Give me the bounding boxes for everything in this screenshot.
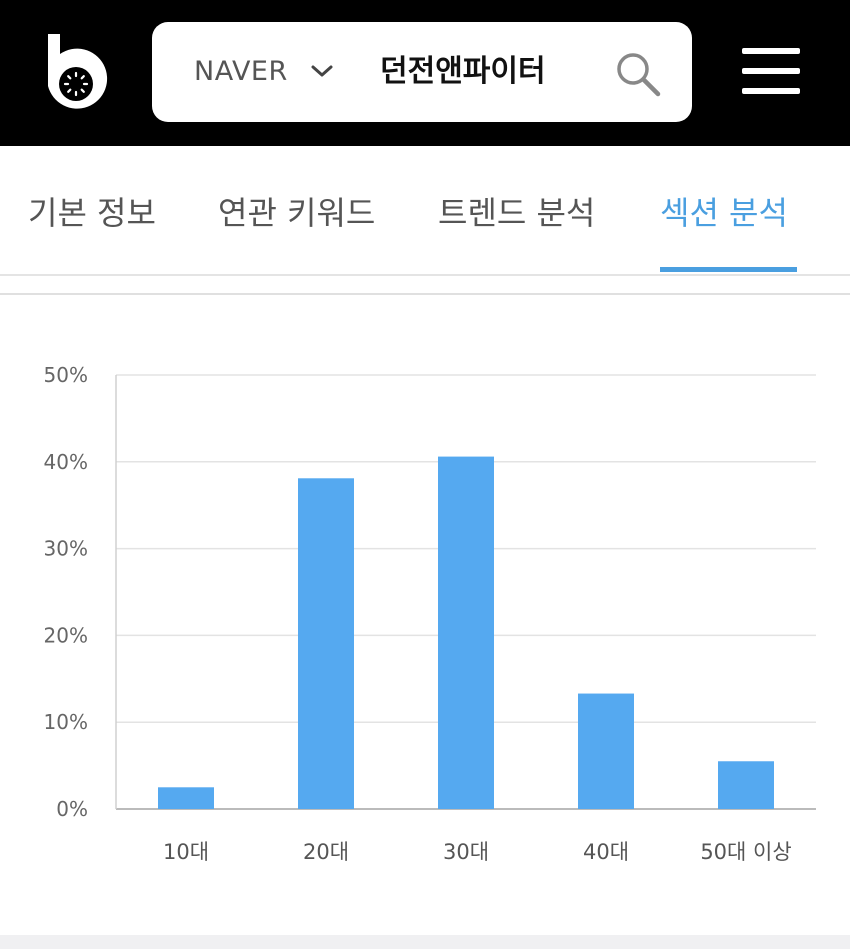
hamburger-menu-icon[interactable] [742, 48, 800, 98]
tab-basic-info[interactable]: 기본 정보 [28, 194, 156, 232]
y-tick-label: 40% [44, 450, 88, 474]
x-tick-label: 20대 [303, 840, 349, 864]
y-tick-label: 10% [44, 710, 88, 734]
top-bar: NAVER 던전앤파이터 [0, 0, 850, 146]
tabs-divider [0, 274, 850, 276]
y-tick-label: 20% [44, 623, 88, 647]
x-tick-label: 30대 [443, 840, 489, 864]
active-tab-indicator [660, 267, 797, 272]
bar [158, 787, 214, 809]
y-tick-label: 0% [56, 797, 88, 821]
y-tick-label: 50% [44, 363, 88, 387]
bar [298, 478, 354, 809]
chevron-down-icon[interactable] [310, 60, 334, 82]
x-tick-label: 10대 [163, 840, 209, 864]
search-engine-selector[interactable]: NAVER [194, 56, 288, 87]
search-query[interactable]: 던전앤파이터 [380, 54, 546, 89]
x-tick-label: 40대 [583, 840, 629, 864]
section-gap [0, 276, 850, 294]
x-tick-label: 50대 이상 [700, 840, 791, 864]
footer-strip [0, 935, 850, 949]
tab-bar: 기본 정보 연관 키워드 트렌드 분석 섹션 분석 [0, 146, 850, 276]
b-logo-icon[interactable] [40, 30, 112, 116]
age-distribution-chart: 0% 10% 20% 30% 40% 50% 10대 20대 30대 40대 50대 이상 [0, 295, 850, 935]
bar [578, 693, 634, 809]
tab-related-keywords[interactable]: 연관 키워드 [218, 194, 376, 232]
y-tick-label: 30% [44, 537, 88, 561]
tab-trend-analysis[interactable]: 트렌드 분석 [438, 194, 596, 232]
bar [438, 456, 494, 809]
bar-chart-svg: 0% 10% 20% 30% 40% 50% 10대 20대 30대 40대 50대 이상 [44, 363, 816, 864]
search-icon[interactable] [614, 50, 662, 98]
section-divider [0, 293, 850, 295]
tab-section-analysis[interactable]: 섹션 분석 [660, 194, 788, 232]
bar [718, 761, 774, 809]
search-box[interactable]: NAVER 던전앤파이터 [152, 22, 692, 122]
